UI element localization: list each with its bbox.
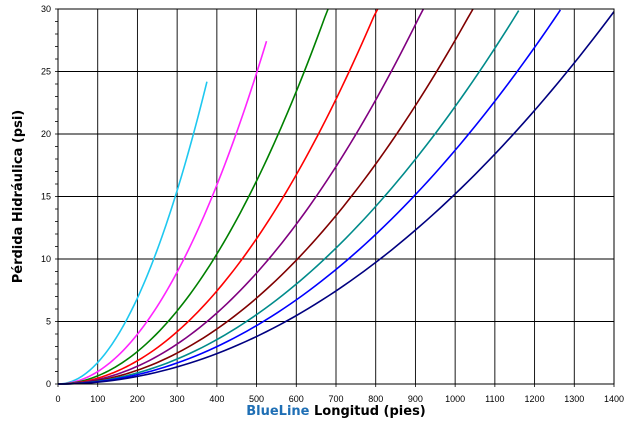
x-axis-title-text: Longitud (pies) bbox=[309, 404, 425, 419]
x-tick-label: 400 bbox=[209, 394, 224, 404]
minor-ticks bbox=[55, 8, 615, 387]
curves bbox=[57, 8, 615, 385]
y-tick-label: 10 bbox=[41, 254, 51, 264]
y-tick-labels: 0 5 10 15 20 25 30 bbox=[41, 4, 51, 389]
x-axis-title-brand: BlueLine bbox=[246, 404, 309, 419]
series-line-5 bbox=[57, 8, 425, 385]
series-line-4 bbox=[57, 8, 379, 385]
series-line-9 bbox=[57, 11, 615, 385]
y-tick-label: 20 bbox=[41, 129, 51, 139]
series-line-2 bbox=[57, 40, 268, 385]
series-line-8 bbox=[57, 9, 562, 385]
x-tick-label: 800 bbox=[368, 394, 383, 404]
x-tick-label: 200 bbox=[130, 394, 145, 404]
x-tick-label: 1400 bbox=[604, 394, 624, 404]
x-tick-label: 900 bbox=[408, 394, 423, 404]
plot-frame bbox=[57, 8, 615, 385]
x-axis-title: BlueLine Longitud (pies) bbox=[246, 404, 426, 419]
series-line-7 bbox=[57, 10, 520, 385]
x-tick-label: 1200 bbox=[525, 394, 545, 404]
y-tick-label: 5 bbox=[46, 317, 51, 327]
x-tick-label: 1000 bbox=[445, 394, 465, 404]
series-line-6 bbox=[57, 8, 474, 385]
y-tick-label: 25 bbox=[41, 67, 51, 77]
grid bbox=[57, 8, 615, 385]
x-tick-labels: 0 100 200 300 400 500 600 700 800 900 1000 1100 1200… bbox=[55, 394, 624, 404]
x-tick-label: 300 bbox=[170, 394, 185, 404]
y-tick-label: 0 bbox=[46, 379, 51, 389]
x-tick-label: 100 bbox=[90, 394, 105, 404]
series-line-3 bbox=[57, 8, 329, 385]
x-tick-label: 1300 bbox=[564, 394, 584, 404]
y-tick-label: 30 bbox=[41, 4, 51, 14]
x-tick-label: 500 bbox=[249, 394, 264, 404]
x-tick-label: 700 bbox=[328, 394, 343, 404]
x-tick-label: 1100 bbox=[485, 394, 504, 404]
x-tick-label: 0 bbox=[55, 394, 60, 404]
series-line-1 bbox=[57, 81, 208, 385]
y-tick-label: 15 bbox=[41, 192, 51, 202]
y-axis-title: Pérdida Hidráulica (psi) bbox=[11, 110, 26, 284]
x-tick-label: 600 bbox=[289, 394, 304, 404]
